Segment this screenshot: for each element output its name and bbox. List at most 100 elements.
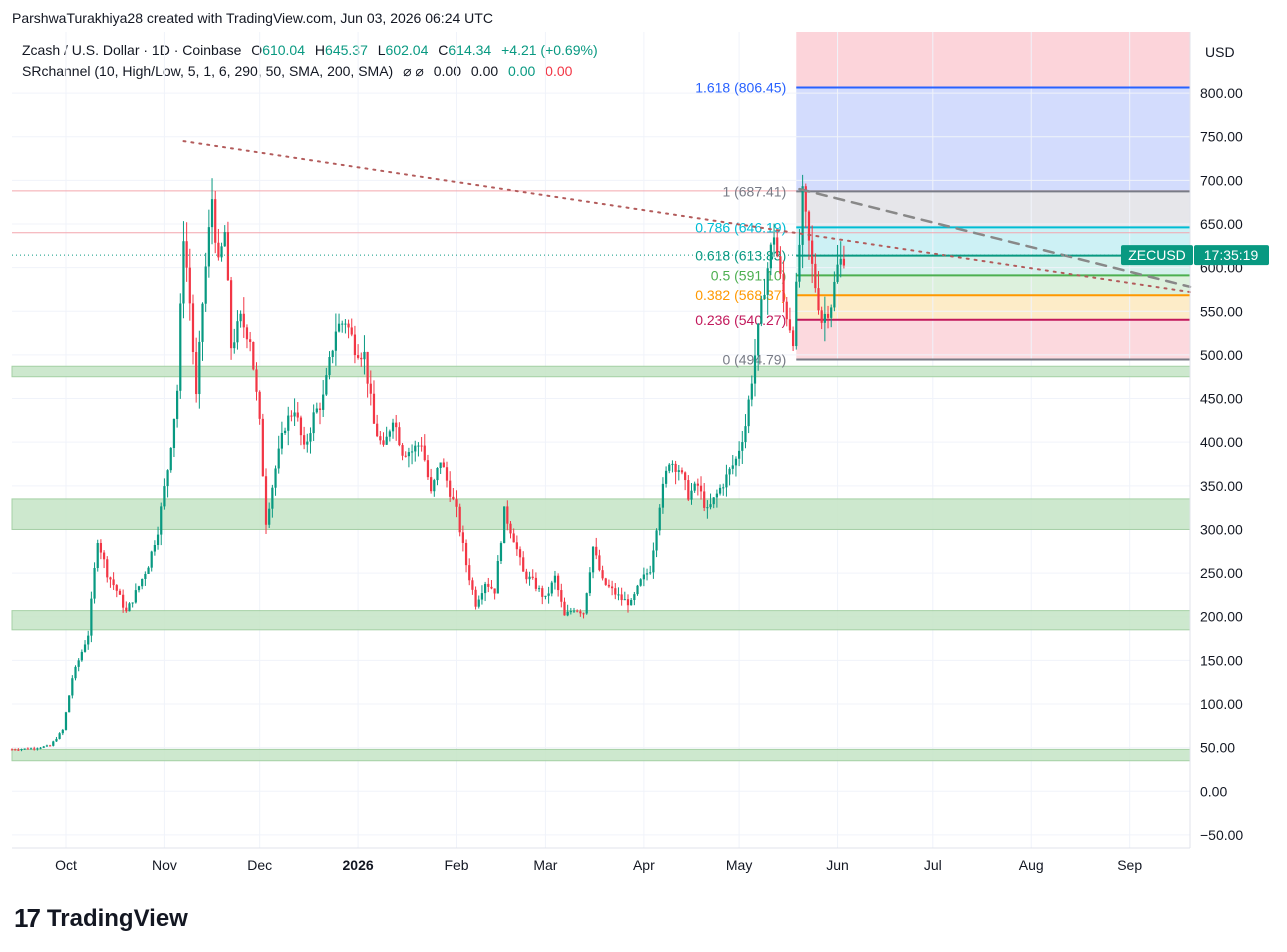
- candle-body: [388, 431, 391, 437]
- candle-body: [814, 263, 817, 289]
- candle-body: [750, 383, 753, 400]
- fib-level-label: 1 (687.41): [722, 183, 786, 199]
- candle-body: [414, 445, 417, 452]
- dashed-trendline[interactable]: [798, 187, 1192, 289]
- candle-body: [623, 599, 626, 601]
- candle-body: [769, 244, 772, 269]
- x-tick-label: Sep: [1117, 857, 1142, 873]
- candle-body: [680, 470, 684, 473]
- candle-body: [712, 497, 715, 505]
- candle-body: [668, 464, 671, 471]
- candle-body: [728, 468, 731, 475]
- candle-body: [341, 323, 344, 325]
- candle-body: [734, 458, 738, 466]
- y-tick-label: 100.00: [1200, 696, 1243, 712]
- candle-body: [820, 310, 823, 323]
- candle-body: [283, 430, 287, 433]
- y-tick-label: 700.00: [1200, 172, 1243, 188]
- fib-band-top: [796, 32, 1190, 88]
- candle-body: [534, 577, 538, 589]
- indicator-legend: SRchannel (10, High/Low, 5, 1, 6, 290, 5…: [22, 63, 572, 80]
- candle-body: [147, 567, 150, 575]
- candle-body: [280, 432, 284, 449]
- candle-body: [836, 264, 839, 282]
- candle-body: [239, 313, 242, 322]
- candle-body: [550, 582, 553, 594]
- candle-body: [201, 303, 204, 342]
- candle-body: [334, 331, 337, 351]
- candle-body: [833, 281, 836, 308]
- candle-body: [572, 610, 576, 612]
- candle-body: [455, 499, 458, 507]
- candle-body: [588, 572, 591, 594]
- candle-body: [48, 745, 52, 747]
- candle-body: [715, 493, 719, 498]
- y-tick-label: 150.00: [1200, 652, 1243, 668]
- candle-body: [595, 546, 598, 556]
- candle-body: [493, 588, 496, 594]
- candle-body: [528, 576, 531, 580]
- candle-body: [109, 577, 112, 580]
- candle-body: [379, 436, 382, 441]
- candle-body: [531, 576, 534, 578]
- candle-body: [385, 436, 388, 445]
- candle-body: [807, 211, 811, 241]
- candle-body: [404, 455, 407, 457]
- tradingview-logo[interactable]: 17 TradingView: [14, 903, 188, 934]
- candle-body: [160, 506, 163, 535]
- symbol-price-badge[interactable]: [1121, 245, 1193, 266]
- sr-zone: [11, 610, 1191, 631]
- candle-body: [36, 748, 39, 750]
- candle-body: [344, 323, 347, 325]
- candle-body: [442, 462, 445, 468]
- candle-body: [699, 485, 703, 492]
- indicator-name[interactable]: SRchannel (10, High/Low, 5, 1, 6, 290, 5…: [22, 63, 394, 79]
- fib-band: [796, 275, 1190, 296]
- candle-body: [214, 199, 217, 243]
- symbol-title[interactable]: Zcash / U.S. Dollar · 1D · Coinbase: [22, 42, 242, 58]
- candle-body: [93, 567, 96, 599]
- candle-body: [490, 586, 493, 589]
- candle-body: [725, 474, 728, 488]
- symbol-name-label: ZECUSD: [1128, 247, 1186, 263]
- candle-body: [522, 557, 525, 572]
- candle-body: [766, 268, 769, 295]
- candle-body: [823, 313, 826, 323]
- sr-zone: [11, 748, 1191, 762]
- candle-body: [633, 594, 636, 601]
- candle-body: [122, 594, 125, 608]
- candle-body: [601, 570, 604, 579]
- chart-credit: ParshwaTurakhiya28 created with TradingV…: [12, 10, 493, 26]
- candle-body: [611, 586, 614, 589]
- candle-body: [607, 584, 611, 587]
- y-tick-label: 50.00: [1200, 740, 1235, 756]
- candle-body: [29, 748, 33, 750]
- candle-body: [788, 319, 792, 331]
- candle-body: [175, 390, 179, 419]
- candle-body: [626, 599, 630, 606]
- candle-body: [445, 467, 449, 481]
- candle-body: [99, 542, 103, 553]
- candle-body: [842, 258, 846, 266]
- candle-body: [366, 351, 369, 384]
- candle-body: [690, 490, 693, 500]
- candle-body: [309, 433, 312, 442]
- candle-body: [468, 565, 471, 581]
- candle-body: [614, 588, 617, 595]
- candle-body: [772, 237, 776, 245]
- candle-body: [52, 741, 55, 746]
- candle-body: [195, 352, 198, 395]
- tradingview-logo-text: TradingView: [46, 904, 188, 932]
- x-tick-label: Nov: [152, 857, 177, 873]
- x-tick-label: Dec: [247, 857, 272, 873]
- candle-body: [322, 394, 325, 410]
- candle-body: [315, 408, 318, 413]
- candle-body: [826, 313, 830, 318]
- candle-body: [537, 588, 541, 590]
- candle-body: [557, 575, 560, 591]
- dotted-trendline[interactable]: [182, 140, 1191, 294]
- candle-body: [245, 327, 249, 340]
- candle-body: [191, 303, 195, 353]
- candle-body: [131, 602, 134, 604]
